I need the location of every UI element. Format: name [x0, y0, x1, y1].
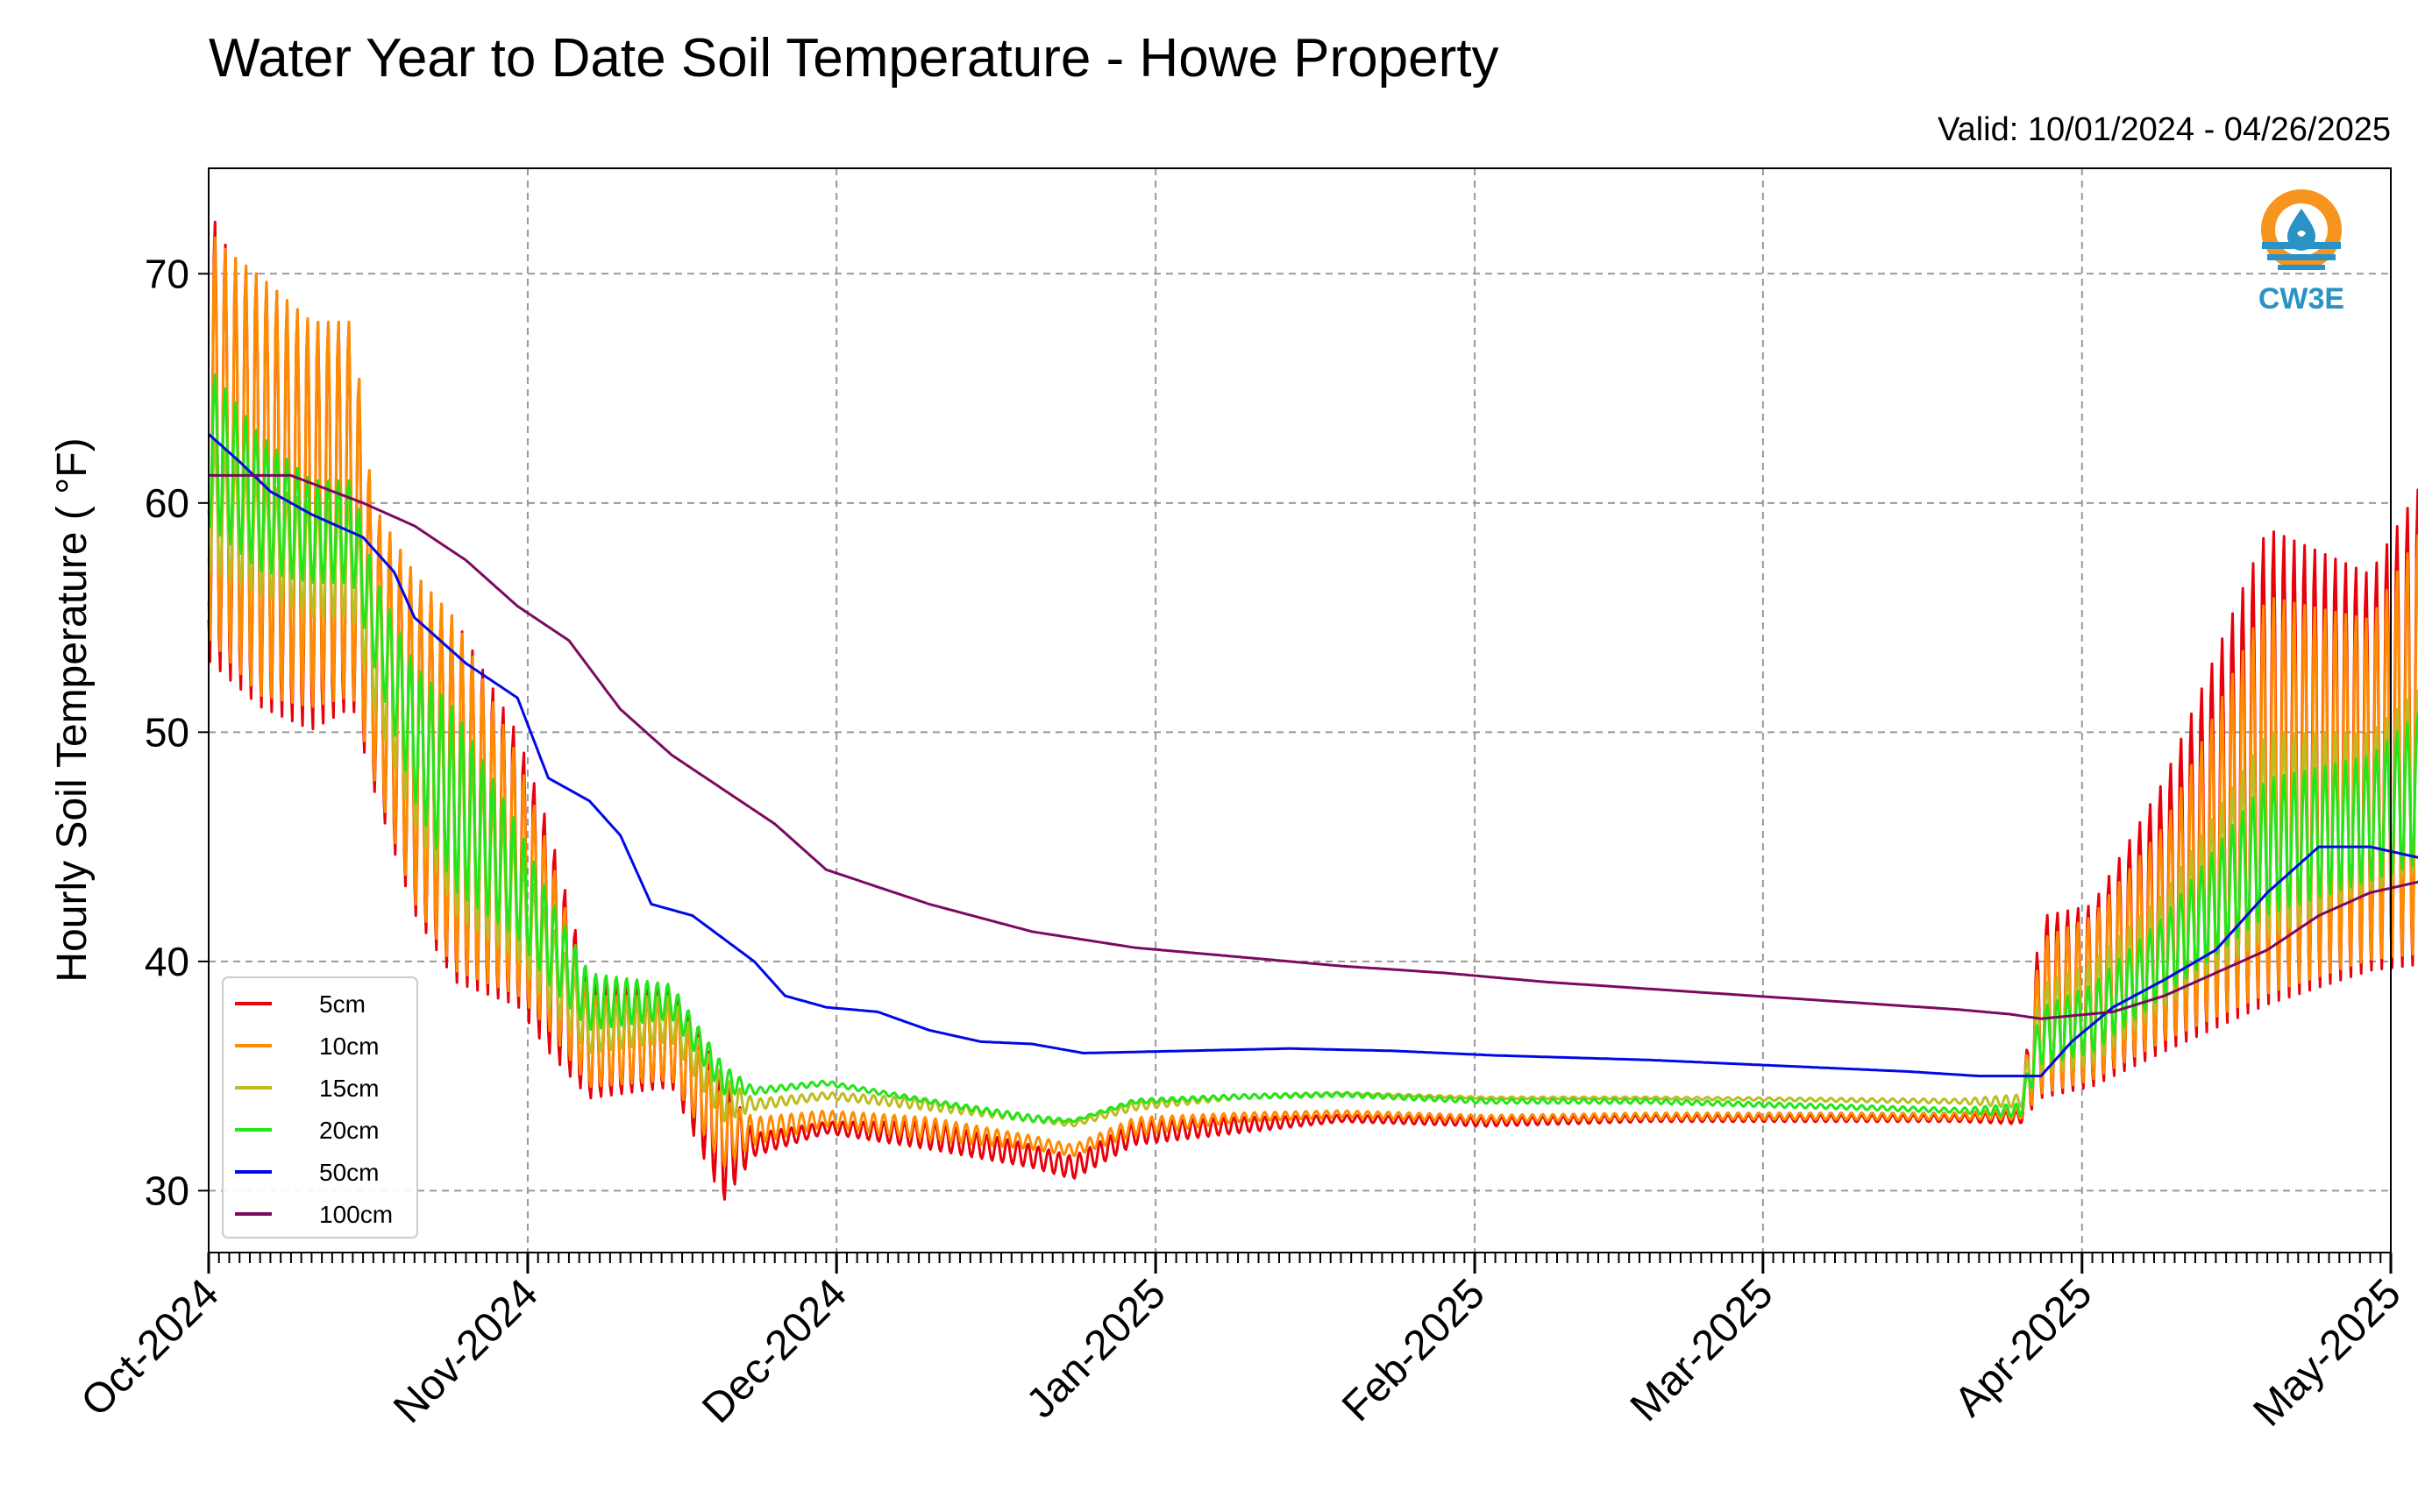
cw3e-logo: CW3E [2258, 189, 2344, 316]
x-tick-label: May-2025 [2244, 1270, 2409, 1435]
legend-label-10cm: 10cm [319, 1033, 379, 1060]
minor-ticks [208, 1253, 2392, 1263]
series-layer [207, 220, 2418, 1201]
legend: 5cm 10cm 15cm 20cm 50cm 100cm [222, 976, 418, 1239]
series-line-20cm [207, 373, 2418, 1124]
y-tick-label: 40 [145, 939, 189, 984]
x-tick-label: Oct-2024 [73, 1270, 228, 1425]
x-tick-label: Dec-2024 [693, 1270, 856, 1432]
x-tick-label: Nov-2024 [385, 1270, 547, 1432]
x-axis: Oct-2024 Nov-2024 Dec-2024 Jan-2025 Feb-2025… [73, 1253, 2410, 1436]
y-tick-label: 70 [145, 251, 189, 296]
x-tick-label: Mar-2025 [1622, 1270, 1782, 1430]
chart-title: Water Year to Date Soil Temperature - Ho… [209, 28, 1498, 89]
valid-date-range: Valid: 10/01/2024 - 04/26/2025 [1938, 111, 2391, 148]
y-tick-label: 50 [145, 709, 189, 755]
x-tick-label: Feb-2025 [1333, 1270, 1494, 1430]
drop-icon [2261, 189, 2342, 270]
y-tick-label: 60 [145, 480, 189, 526]
plot-background [209, 168, 2391, 1253]
series-line-50cm [207, 433, 2418, 1078]
series-line-100cm [209, 473, 2418, 1020]
grid-lines [209, 168, 2391, 1253]
y-axis: 30 40 50 60 70 [145, 251, 209, 1213]
x-tick-label: Jan-2025 [1018, 1270, 1175, 1427]
y-tick-label: 30 [145, 1168, 189, 1213]
plot-area: 30 40 50 60 70 Oct-2024 Nov-2024 Dec-2024 Jan-2… [73, 167, 2418, 1436]
legend-label-5cm: 5cm [319, 990, 366, 1018]
legend-label-50cm: 50cm [319, 1159, 379, 1186]
legend-label-15cm: 15cm [319, 1075, 379, 1102]
logo-text: CW3E [2258, 282, 2344, 316]
x-tick-label: Apr-2025 [1945, 1270, 2101, 1425]
legend-label-100cm: 100cm [319, 1201, 393, 1228]
y-axis-label: Hourly Soil Temperature ( °F) [49, 437, 96, 982]
legend-label-20cm: 20cm [319, 1117, 379, 1144]
